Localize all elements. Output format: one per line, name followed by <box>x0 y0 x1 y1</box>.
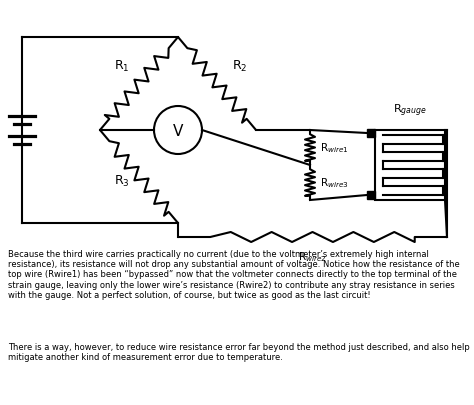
Text: R$_2$: R$_2$ <box>232 58 248 73</box>
Text: R$_{wire2}$: R$_{wire2}$ <box>298 249 327 263</box>
Text: There is a way, however, to reduce wire resistance error far beyond the method j: There is a way, however, to reduce wire … <box>8 342 469 362</box>
Text: R$_{wire1}$: R$_{wire1}$ <box>320 141 349 155</box>
Bar <box>367 130 375 138</box>
Bar <box>375 131 445 200</box>
Text: R$_1$: R$_1$ <box>114 58 130 73</box>
Text: V: V <box>173 123 183 138</box>
Bar <box>367 192 375 200</box>
Text: R$_{gauge}$: R$_{gauge}$ <box>393 102 427 119</box>
Text: R$_{wire3}$: R$_{wire3}$ <box>320 176 349 190</box>
Text: R$_3$: R$_3$ <box>114 173 130 188</box>
Text: Because the third wire carries practically no current (due to the voltmeter’s ex: Because the third wire carries practical… <box>8 249 459 300</box>
